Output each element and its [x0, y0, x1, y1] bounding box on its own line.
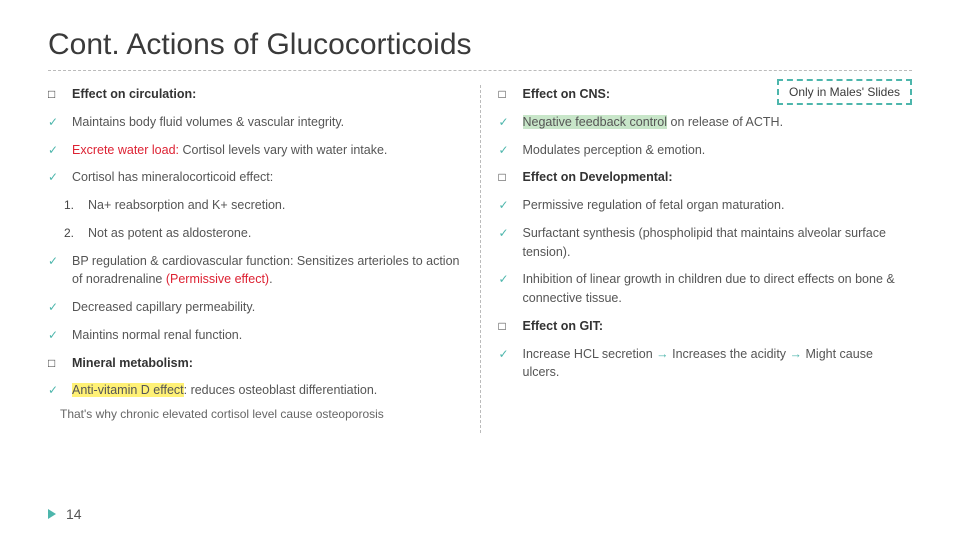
item-text: Permissive regulation of fetal organ mat… [523, 196, 913, 215]
slide-title: Cont. Actions of Glucocorticoids [48, 28, 912, 71]
play-arrow-icon [48, 509, 56, 519]
number-bullet: 1. [64, 197, 80, 214]
check-icon: ✓ [48, 253, 64, 270]
item-text: BP regulation & cardiovascular function:… [72, 252, 462, 290]
item-text: Inhibition of linear growth in children … [523, 270, 913, 308]
list-item: ✓ Excrete water load: Cortisol levels va… [48, 141, 462, 160]
item-text: Decreased capillary permeability. [72, 298, 462, 317]
item-text: Cortisol has mineralocorticoid effect: [72, 168, 462, 187]
two-column-layout: □ Effect on circulation: ✓ Maintains bod… [48, 85, 912, 433]
check-icon: ✓ [48, 299, 64, 316]
check-icon: ✓ [499, 114, 515, 131]
highlight-green: Negative feedback control [523, 115, 668, 129]
check-icon: ✓ [499, 225, 515, 242]
check-icon: ✓ [499, 197, 515, 214]
check-icon: ✓ [499, 142, 515, 159]
check-icon: ✓ [499, 346, 515, 363]
section-mineral: □ Mineral metabolism: [48, 354, 462, 373]
list-item: ✓ Modulates perception & emotion. [499, 141, 913, 160]
list-item: ✓ BP regulation & cardiovascular functio… [48, 252, 462, 290]
list-item: ✓ Maintains body fluid volumes & vascula… [48, 113, 462, 132]
list-item: ✓ Anti-vitamin D effect: reduces osteobl… [48, 381, 462, 400]
section-git: □ Effect on GIT: [499, 317, 913, 336]
item-text: Na+ reabsorption and K+ secretion. [88, 196, 462, 215]
square-bullet-icon: □ [499, 169, 515, 186]
section-developmental: □ Effect on Developmental: [499, 168, 913, 187]
list-item: ✓ Permissive regulation of fetal organ m… [499, 196, 913, 215]
check-icon: ✓ [499, 271, 515, 288]
arrow-icon: → [790, 347, 803, 361]
section-heading: Effect on circulation: [72, 85, 462, 104]
list-item: ✓ Cortisol has mineralocorticoid effect: [48, 168, 462, 187]
check-icon: ✓ [48, 169, 64, 186]
section-circulation: □ Effect on circulation: [48, 85, 462, 104]
right-column: Only in Males' Slides □ Effect on CNS: ✓… [481, 85, 913, 433]
list-item: ✓ Decreased capillary permeability. [48, 298, 462, 317]
square-bullet-icon: □ [499, 318, 515, 335]
page-footer: 14 [48, 506, 82, 522]
list-item: ✓ Inhibition of linear growth in childre… [499, 270, 913, 308]
check-icon: ✓ [48, 114, 64, 131]
red-text: (Permissive effect) [166, 272, 269, 286]
item-text: Maintains body fluid volumes & vascular … [72, 113, 462, 132]
item-text: Excrete water load: Cortisol levels vary… [72, 141, 462, 160]
item-text: Not as potent as aldosterone. [88, 224, 462, 243]
section-heading: Effect on Developmental: [523, 168, 913, 187]
item-text: Surfactant synthesis (phospholipid that … [523, 224, 913, 262]
item-text: Anti-vitamin D effect: reduces osteoblas… [72, 381, 462, 400]
section-heading: Mineral metabolism: [72, 354, 462, 373]
check-icon: ✓ [48, 382, 64, 399]
check-icon: ✓ [48, 327, 64, 344]
slide-root: Cont. Actions of Glucocorticoids □ Effec… [0, 0, 960, 433]
list-item: ✓ Negative feedback control on release o… [499, 113, 913, 132]
arrow-icon: → [656, 347, 669, 361]
square-bullet-icon: □ [48, 86, 64, 103]
square-bullet-icon: □ [499, 86, 515, 103]
left-column: □ Effect on circulation: ✓ Maintains bod… [48, 85, 481, 433]
numbered-item: 1. Na+ reabsorption and K+ secretion. [48, 196, 462, 215]
check-icon: ✓ [48, 142, 64, 159]
section-heading: Effect on GIT: [523, 317, 913, 336]
list-item: ✓ Maintins normal renal function. [48, 326, 462, 345]
footnote-text: That's why chronic elevated cortisol lev… [48, 405, 462, 423]
numbered-item: 2. Not as potent as aldosterone. [48, 224, 462, 243]
square-bullet-icon: □ [48, 355, 64, 372]
callout-box: Only in Males' Slides [777, 79, 912, 105]
red-text: Excrete water load: [72, 143, 179, 157]
item-text: Increase HCL secretion → Increases the a… [523, 345, 913, 383]
item-text: Modulates perception & emotion. [523, 141, 913, 160]
number-bullet: 2. [64, 225, 80, 242]
list-item: ✓ Surfactant synthesis (phospholipid tha… [499, 224, 913, 262]
list-item: ✓ Increase HCL secretion → Increases the… [499, 345, 913, 383]
item-text: Negative feedback control on release of … [523, 113, 913, 132]
highlight-yellow: Anti-vitamin D effect [72, 383, 184, 397]
item-text: Maintins normal renal function. [72, 326, 462, 345]
page-number: 14 [66, 506, 82, 522]
